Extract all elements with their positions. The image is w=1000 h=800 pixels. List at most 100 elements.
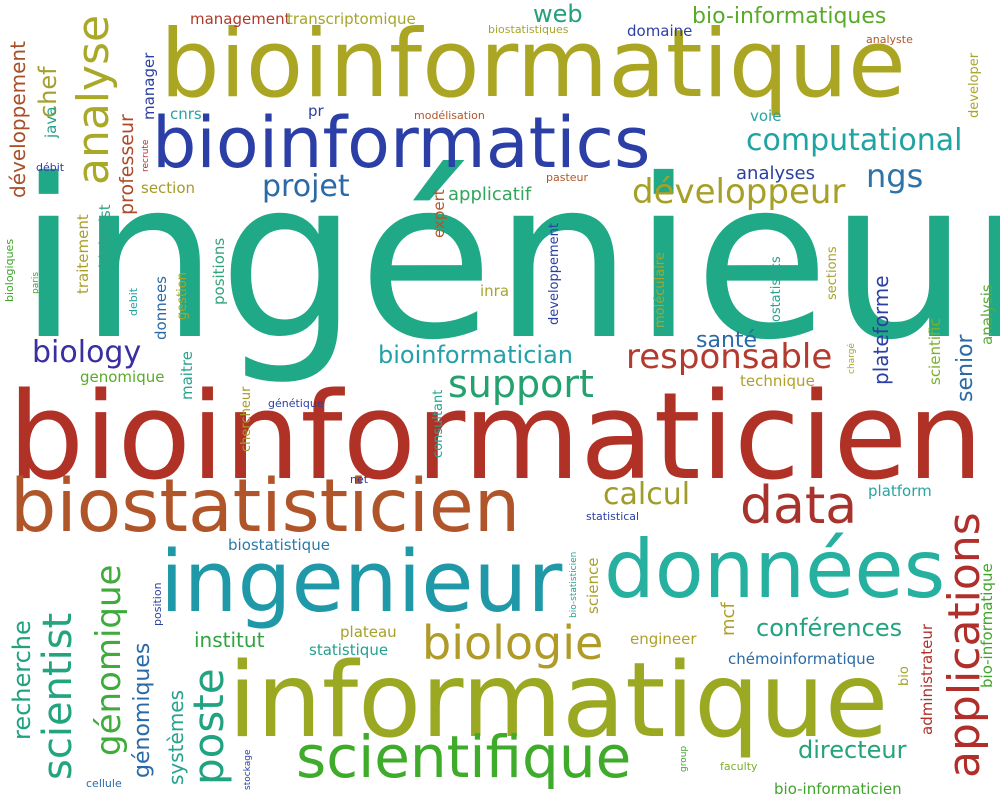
word-calcul: calcul: [603, 477, 691, 512]
word-scientist: scientist: [35, 612, 81, 780]
word-developpeur: développeur: [632, 172, 846, 212]
word-modelisation: modélisation: [414, 109, 485, 122]
word-statistique: statistique: [309, 641, 389, 659]
word-chemoinformatique: chémoinformatique: [728, 650, 875, 668]
word-institut: institut: [194, 628, 265, 652]
word-biostatistics: biostatistics: [769, 256, 784, 334]
word-support: support: [448, 362, 594, 406]
word-stockage: stockage: [243, 749, 253, 791]
word-mcf: mcf: [718, 602, 739, 636]
word-donnees-v: donnees: [152, 276, 170, 340]
word-donnees: données: [604, 523, 946, 616]
word-inra: inra: [480, 282, 510, 300]
word-biologie: biologie: [422, 616, 604, 670]
word-domaine: domaine: [627, 22, 693, 40]
word-analyse: analyse: [68, 14, 119, 185]
word-projet: projet: [262, 169, 350, 204]
word-conferences: conférences: [756, 614, 903, 642]
word-developpement-2: developpement: [547, 222, 562, 325]
word-debit-v: debit: [127, 287, 140, 316]
word-senior: senior: [953, 334, 978, 402]
word-pr: pr: [308, 102, 324, 120]
word-plateau: plateau: [340, 623, 397, 641]
word-biostatistique: biostatistique: [228, 536, 330, 554]
word-data: data: [740, 476, 858, 536]
word-transcriptomique: transcriptomique: [287, 10, 416, 28]
word-faculty: faculty: [720, 760, 758, 773]
word-genomique-v: génomique: [89, 564, 129, 756]
word-computational: computational: [746, 123, 963, 158]
word-expert: expert: [430, 189, 448, 238]
word-positions: positions: [210, 237, 228, 305]
word-genomique: genomique: [80, 368, 165, 386]
word-recherche: recherche: [8, 620, 36, 740]
word-bio-informatique-v: bio-informatique: [978, 563, 996, 688]
word-bioinformatician: bioinformatician: [378, 341, 573, 369]
word-applicatif: applicatif: [448, 184, 532, 205]
word-debit: débit: [36, 161, 65, 174]
word-analyses: analyses: [736, 163, 815, 184]
word-maitre: maitre: [178, 351, 196, 400]
word-net: net: [350, 473, 369, 486]
word-directeur: directeur: [798, 736, 907, 764]
word-web: web: [533, 0, 583, 28]
word-consultant: consultant: [431, 389, 446, 458]
word-systemes: systèmes: [164, 689, 188, 785]
word-technique: technique: [740, 372, 815, 390]
word-cnrs: cnrs: [170, 105, 202, 123]
word-bio-statisticien: bio-statisticien: [569, 551, 579, 618]
word-analysis: analysis: [978, 284, 996, 345]
word-bioinformaticien: bioinformaticien: [8, 368, 984, 507]
word-poste: poste: [184, 668, 233, 785]
word-developer: developer: [967, 52, 982, 118]
word-informatique: informatique: [228, 641, 889, 761]
word-sections: sections: [825, 246, 840, 300]
word-group: group: [679, 745, 689, 772]
word-gestion: gestion: [175, 272, 190, 320]
word-science: science: [584, 557, 602, 614]
word-ingenieur: ingénieur: [18, 132, 1000, 388]
word-cellule: cellule: [86, 777, 122, 790]
word-ngs: ngs: [866, 157, 924, 195]
word-analyste: analyste: [866, 33, 913, 46]
word-management: management: [190, 10, 291, 28]
word-biologiques: biologiques: [3, 238, 16, 302]
word-bio-informatiques: bio-informatiques: [692, 4, 887, 29]
word-manager: manager: [140, 52, 158, 120]
word-bio-informaticien: bio-informaticien: [774, 780, 902, 798]
word-chercheur: chercheur: [239, 386, 254, 452]
word-engineer: engineer: [630, 630, 697, 648]
word-pasteur: pasteur: [546, 171, 589, 184]
word-sante: santé: [696, 328, 758, 353]
word-platform: platform: [868, 482, 932, 500]
word-biologist: biologist: [96, 204, 114, 268]
word-developpement: développement: [6, 41, 30, 198]
word-scientific: scientific: [926, 318, 944, 385]
word-genomiques: génomiques: [130, 642, 155, 778]
word-administrateur: administrateur: [918, 623, 936, 735]
word-biostatistiques: biostatistiques: [488, 23, 569, 36]
word-java: java: [42, 106, 60, 138]
word-microbienne: microbienne: [325, 292, 335, 348]
word-ingenieur-2: ingenieur: [160, 533, 563, 632]
word-professeur: professeur: [116, 114, 138, 215]
word-scientifique: scientifique: [296, 723, 632, 791]
word-responsable: responsable: [626, 337, 833, 377]
word-bioinformatics: bioinformatics: [152, 102, 651, 184]
word-statistical: statistical: [586, 510, 640, 523]
word-biostatisticien: biostatisticien: [10, 464, 521, 549]
word-traitement: traitement: [74, 214, 92, 294]
word-moleculaire: moléculaire: [653, 252, 668, 328]
word-voie: voie: [750, 107, 782, 125]
word-bio: bio: [897, 666, 912, 686]
word-bioinformatique: bioinformatique: [160, 10, 906, 119]
word-biology: biology: [32, 335, 142, 370]
word-section: section: [141, 179, 196, 197]
word-position: position: [151, 582, 164, 626]
word-plateforme: plateforme: [869, 275, 893, 385]
word-genetique: génétique: [268, 397, 324, 410]
word-charge: chargé: [847, 343, 857, 374]
word-recrute: recrute: [141, 139, 151, 172]
word-paris: paris: [31, 271, 41, 294]
